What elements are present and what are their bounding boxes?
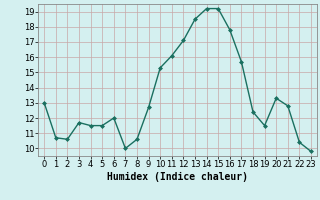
X-axis label: Humidex (Indice chaleur): Humidex (Indice chaleur) [107, 172, 248, 182]
